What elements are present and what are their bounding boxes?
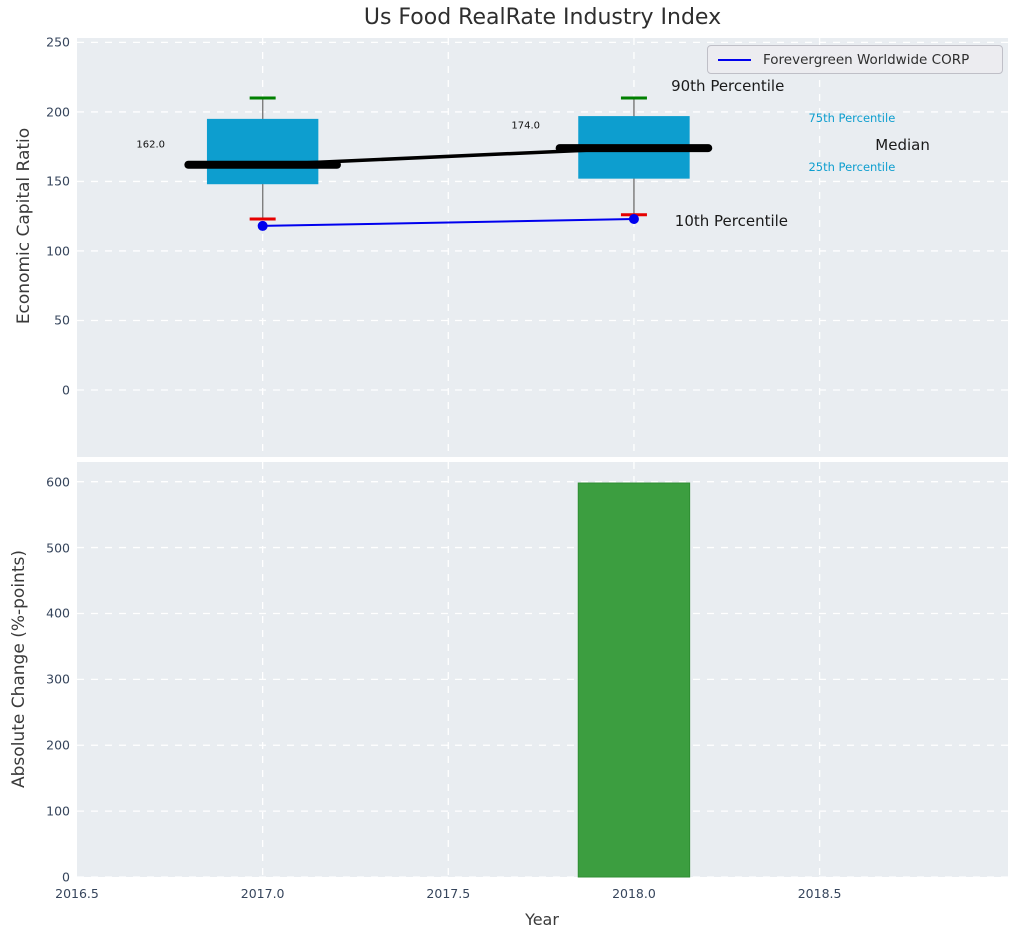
top-ytick-100: 100 bbox=[46, 243, 70, 259]
top-axes bbox=[77, 38, 1008, 457]
bottom-ytick-200: 200 bbox=[46, 737, 70, 753]
bottom-ytick-300: 300 bbox=[46, 671, 70, 687]
legend: Forevergreen Worldwide CORP bbox=[707, 45, 1003, 74]
bottom-ytick-100: 100 bbox=[46, 803, 70, 819]
xtick-2018.5: 2018.5 bbox=[797, 886, 842, 901]
annotation-1: 75th Percentile bbox=[808, 111, 896, 126]
legend-label: Forevergreen Worldwide CORP bbox=[763, 51, 970, 68]
chart-title: Us Food RealRate Industry Index bbox=[363, 5, 722, 30]
annotation-6: 174.0 bbox=[511, 120, 541, 132]
top-ytick-150: 150 bbox=[46, 173, 70, 189]
top-ytick-50: 50 bbox=[54, 312, 70, 328]
x-axis-label: Year bbox=[525, 910, 559, 929]
bottom-ytick-0: 0 bbox=[62, 869, 70, 885]
top-ytick-200: 200 bbox=[46, 104, 70, 120]
bottom-ytick-600: 600 bbox=[46, 474, 70, 490]
annotation-0: 90th Percentile bbox=[671, 76, 785, 95]
xtick-2017.5: 2017.5 bbox=[426, 886, 471, 901]
annotation-2: Median bbox=[875, 135, 930, 154]
top-y-axis-label: Economic Capital Ratio bbox=[14, 127, 34, 325]
xtick-2018.0: 2018.0 bbox=[612, 886, 656, 901]
annotation-3: 25th Percentile bbox=[808, 159, 896, 174]
bottom-y-axis-label: Absolute Change (%-points) bbox=[9, 550, 29, 788]
xtick-2017.0: 2017.0 bbox=[240, 886, 285, 901]
xtick-2016.5: 2016.5 bbox=[55, 886, 99, 901]
annotation-5: 162.0 bbox=[136, 139, 166, 151]
bottom-axes bbox=[77, 462, 1008, 877]
bottom-ytick-500: 500 bbox=[46, 540, 70, 556]
bottom-ytick-400: 400 bbox=[46, 605, 70, 621]
top-ytick-0: 0 bbox=[62, 382, 70, 398]
annotation-4: 10th Percentile bbox=[674, 212, 789, 231]
top-ytick-250: 250 bbox=[46, 34, 70, 50]
legend-line-swatch-icon bbox=[718, 58, 751, 61]
